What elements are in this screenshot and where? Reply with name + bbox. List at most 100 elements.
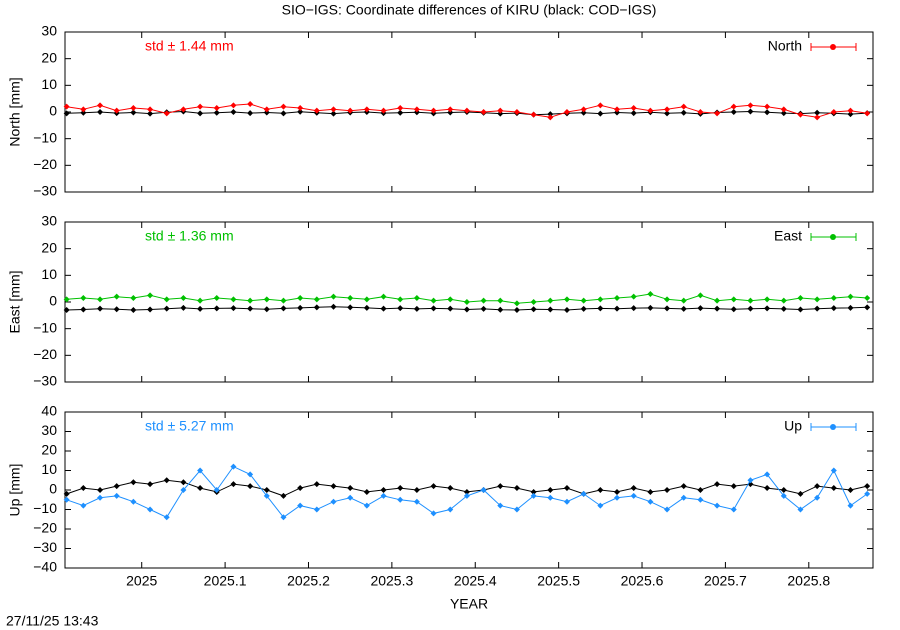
data-point — [130, 479, 137, 486]
data-point — [63, 307, 70, 313]
data-point — [697, 109, 704, 115]
data-point — [330, 106, 337, 113]
y-axis-label: North [mm] — [7, 77, 23, 146]
data-point — [480, 109, 487, 115]
data-point — [563, 296, 570, 303]
legend-swatch — [830, 44, 836, 50]
data-point — [664, 487, 671, 493]
data-point — [480, 487, 487, 493]
data-point — [413, 498, 420, 505]
data-point — [180, 487, 187, 493]
data-point — [363, 502, 370, 509]
data-point — [380, 107, 387, 114]
data-point — [147, 110, 154, 117]
data-point — [714, 305, 721, 312]
data-point — [580, 106, 587, 113]
data-point — [664, 296, 671, 303]
x-tick-label: 2025 — [126, 573, 157, 589]
data-point — [413, 305, 420, 312]
y-tick-label: 10 — [41, 76, 57, 92]
data-point — [297, 105, 304, 111]
data-point — [97, 305, 104, 312]
data-point — [230, 481, 237, 488]
data-point — [547, 487, 554, 493]
data-point — [180, 106, 187, 113]
data-point — [363, 296, 370, 303]
data-point — [447, 305, 454, 312]
data-point — [347, 304, 354, 311]
y-tick-label: 20 — [41, 442, 57, 458]
data-point — [530, 306, 537, 313]
y-tick-label: −30 — [33, 373, 57, 389]
data-point — [80, 485, 87, 492]
x-tick-label: 2025.5 — [537, 573, 580, 589]
annotation: std ± 5.27 mm — [145, 418, 234, 434]
legend-swatch — [830, 234, 836, 240]
data-point — [830, 295, 837, 301]
data-point — [714, 297, 721, 304]
legend-label: North — [768, 38, 802, 54]
data-point — [680, 483, 687, 490]
y-tick-label: 0 — [49, 103, 57, 119]
data-point — [747, 108, 754, 115]
y-tick-label: −10 — [33, 319, 57, 335]
data-point — [113, 492, 120, 499]
data-point — [247, 101, 254, 107]
data-point — [313, 107, 320, 114]
data-point — [63, 496, 70, 503]
data-point — [213, 295, 220, 301]
data-point — [130, 109, 137, 116]
data-point — [814, 114, 821, 121]
data-point — [530, 492, 537, 499]
data-point — [413, 295, 420, 301]
data-point — [280, 297, 287, 304]
data-point — [730, 109, 737, 115]
data-point — [630, 492, 637, 499]
data-point — [664, 106, 671, 113]
data-point — [597, 102, 604, 109]
data-point — [814, 483, 821, 490]
y-tick-label: 30 — [41, 422, 57, 438]
data-point — [530, 488, 537, 495]
data-point — [413, 487, 420, 493]
data-point — [113, 483, 120, 490]
data-point — [630, 105, 637, 111]
data-point — [97, 109, 104, 115]
data-point — [447, 296, 454, 303]
y-tick-label: 20 — [41, 239, 57, 255]
data-point — [497, 107, 504, 114]
data-point — [513, 300, 520, 307]
data-point — [130, 295, 137, 301]
data-point — [80, 106, 87, 113]
x-tick-label: 2025.1 — [204, 573, 247, 589]
data-point — [63, 490, 70, 497]
data-point — [630, 110, 637, 117]
data-point — [697, 496, 704, 503]
data-point — [714, 502, 721, 509]
chart-title: SIO−IGS: Coordinate differences of KIRU … — [282, 2, 657, 18]
data-point — [547, 114, 554, 121]
data-point — [463, 299, 470, 305]
data-point — [513, 485, 520, 492]
data-point — [330, 110, 337, 117]
y-tick-label: 10 — [41, 461, 57, 477]
data-point — [647, 304, 654, 311]
data-point — [730, 306, 737, 313]
y-tick-label: 30 — [41, 23, 57, 39]
data-point — [163, 110, 170, 117]
data-point — [697, 305, 704, 312]
data-point — [797, 111, 804, 118]
data-point — [330, 498, 337, 505]
data-point — [180, 295, 187, 301]
data-point — [647, 498, 654, 505]
data-point — [513, 109, 520, 115]
data-point — [297, 502, 304, 509]
data-point — [297, 295, 304, 301]
data-point — [113, 107, 120, 114]
data-point — [263, 306, 270, 313]
data-point — [480, 297, 487, 304]
data-point — [780, 305, 787, 312]
data-point — [614, 109, 621, 116]
data-point — [630, 485, 637, 492]
